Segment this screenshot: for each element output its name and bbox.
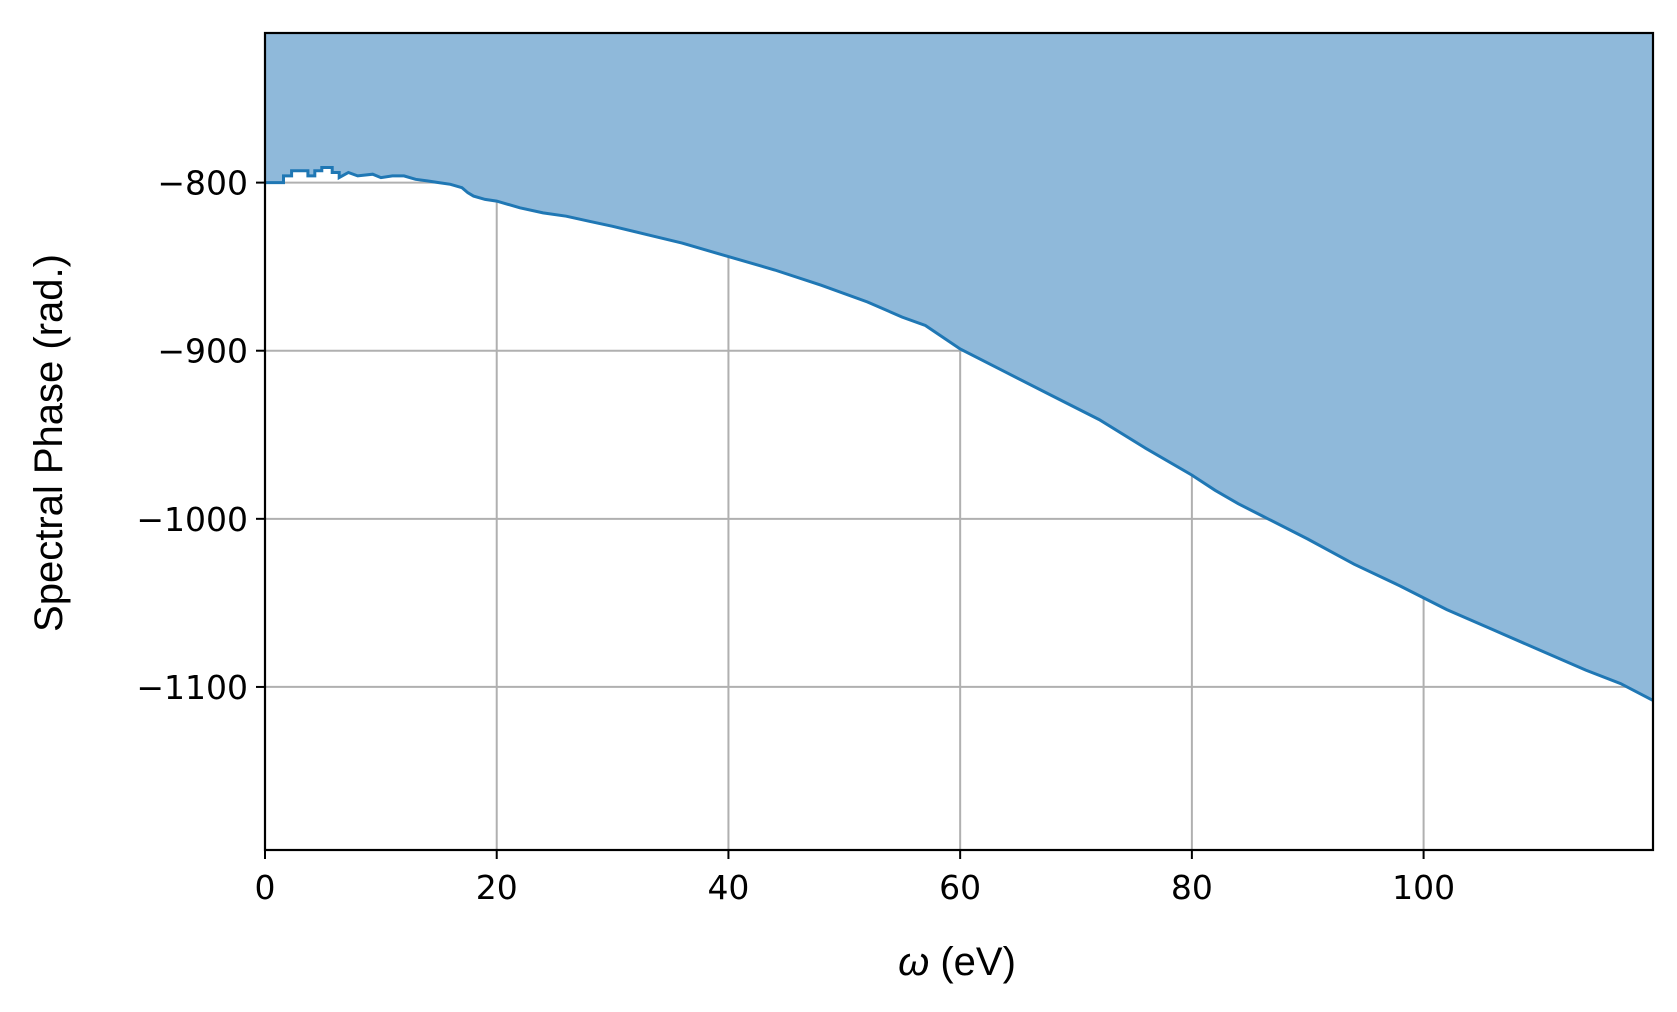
y-axis-ticks: −800 −900 −1000 −1100 [136, 164, 265, 707]
x-tick-label: 40 [707, 868, 749, 907]
x-axis-label: ω (eV) [898, 940, 1016, 984]
x-axis-symbol: ω [898, 940, 929, 984]
area-fill [265, 33, 1653, 701]
x-tick-label: 100 [1392, 868, 1455, 907]
y-tick-label: −1100 [136, 668, 248, 707]
y-axis-label: Spectral Phase (rad.) [27, 254, 71, 632]
y-tick-label: −900 [157, 332, 248, 371]
y-tick-label: −1000 [136, 500, 248, 539]
x-tick-label: 60 [939, 868, 981, 907]
y-tick-label: −800 [157, 164, 248, 203]
x-tick-label: 20 [476, 868, 518, 907]
plot-frame [263, 31, 1655, 852]
x-tick-label: 0 [255, 868, 276, 907]
x-tick-label: 80 [1171, 868, 1213, 907]
x-axis-unit: (eV) [940, 940, 1016, 984]
series-line [265, 166, 1654, 702]
x-axis-ticks: 0 20 40 60 80 100 [255, 850, 1455, 907]
